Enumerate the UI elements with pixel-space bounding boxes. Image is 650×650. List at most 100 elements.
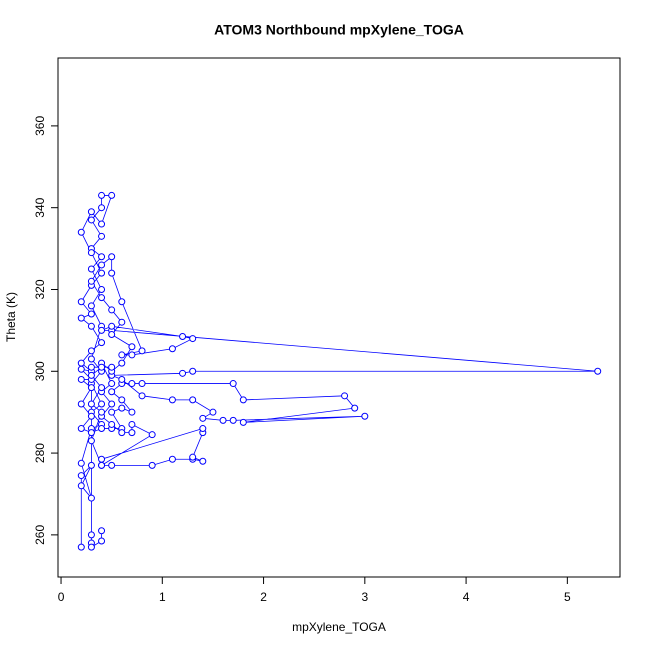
y-axis-label: Theta (K) [4, 292, 18, 342]
data-point [87, 310, 95, 318]
data-point [594, 367, 602, 375]
x-tick-label: 3 [361, 590, 368, 604]
data-point [77, 472, 85, 480]
data-point [108, 400, 116, 408]
data-point [98, 294, 106, 302]
data-point [189, 367, 197, 375]
x-tick-label: 2 [260, 590, 267, 604]
data-point [118, 318, 126, 326]
data-point [118, 404, 126, 412]
y-tick-label: 320 [33, 279, 47, 299]
data-point [98, 527, 106, 535]
data-point [77, 482, 85, 490]
data-point [189, 453, 197, 461]
data-point [108, 380, 116, 388]
data-point [108, 306, 116, 314]
data-point [118, 298, 126, 306]
data-point [77, 459, 85, 467]
x-tick-label: 0 [58, 590, 65, 604]
data-point [179, 333, 187, 341]
data-point [118, 429, 126, 437]
data-point [179, 369, 187, 377]
data-point [87, 531, 95, 539]
data-point [87, 216, 95, 224]
data-point [199, 457, 207, 465]
x-tick-label: 5 [564, 590, 571, 604]
data-point [108, 330, 116, 338]
y-tick-label: 360 [33, 116, 47, 136]
data-point [118, 396, 126, 404]
data-point [77, 228, 85, 236]
data-point [87, 461, 95, 469]
data-point [87, 347, 95, 355]
data-point [138, 380, 146, 388]
data-point [98, 363, 106, 371]
data-point [229, 416, 237, 424]
data-point [98, 339, 106, 347]
data-point [219, 416, 227, 424]
data-point [87, 543, 95, 551]
data-point [77, 314, 85, 322]
data-point [98, 204, 106, 212]
data-point [199, 414, 207, 422]
data-point [128, 429, 136, 437]
data-point [98, 220, 106, 228]
data-point [87, 265, 95, 273]
data-point [108, 269, 116, 277]
data-point [98, 261, 106, 269]
data-point [138, 392, 146, 400]
data-point [87, 400, 95, 408]
data-point [87, 249, 95, 257]
data-point [108, 408, 116, 416]
data-point [128, 343, 136, 351]
data-point [77, 425, 85, 433]
data-point [98, 191, 106, 199]
data-point [98, 285, 106, 293]
data-point [77, 375, 85, 383]
data-point [239, 418, 247, 426]
data-point [98, 269, 106, 277]
data-point [209, 408, 217, 416]
data-point [199, 425, 207, 433]
data-point [229, 380, 237, 388]
data-point [77, 543, 85, 551]
data-point [361, 412, 369, 420]
x-tick-label: 1 [159, 590, 166, 604]
data-point [87, 384, 95, 392]
data-point [87, 429, 95, 437]
data-point [341, 392, 349, 400]
data-point [77, 365, 85, 373]
data-point [108, 253, 116, 261]
data-point [98, 232, 106, 240]
data-point [118, 351, 126, 359]
data-point [118, 375, 126, 383]
data-point [138, 347, 146, 355]
data-line [80, 195, 598, 548]
data-point [98, 537, 106, 545]
chart-title: ATOM3 Northbound mpXylene_TOGA [214, 22, 464, 38]
data-point [98, 425, 106, 433]
data-point [148, 431, 156, 439]
data-point [87, 355, 95, 363]
data-point [128, 420, 136, 428]
data-point [128, 408, 136, 416]
y-tick-label: 280 [33, 443, 47, 463]
data-point [87, 363, 95, 371]
data-point [87, 208, 95, 216]
data-point [351, 404, 359, 412]
y-tick-label: 340 [33, 197, 47, 217]
data-point [108, 420, 116, 428]
data-point [98, 384, 106, 392]
data-point [108, 461, 116, 469]
data-point [189, 396, 197, 404]
plot-frame [57, 57, 621, 578]
data-point [87, 371, 95, 379]
data-point [118, 359, 126, 367]
data-point [87, 412, 95, 420]
data-point [87, 494, 95, 502]
data-point [168, 396, 176, 404]
data-point [87, 437, 95, 445]
data-point [98, 461, 106, 469]
data-point [108, 363, 116, 371]
